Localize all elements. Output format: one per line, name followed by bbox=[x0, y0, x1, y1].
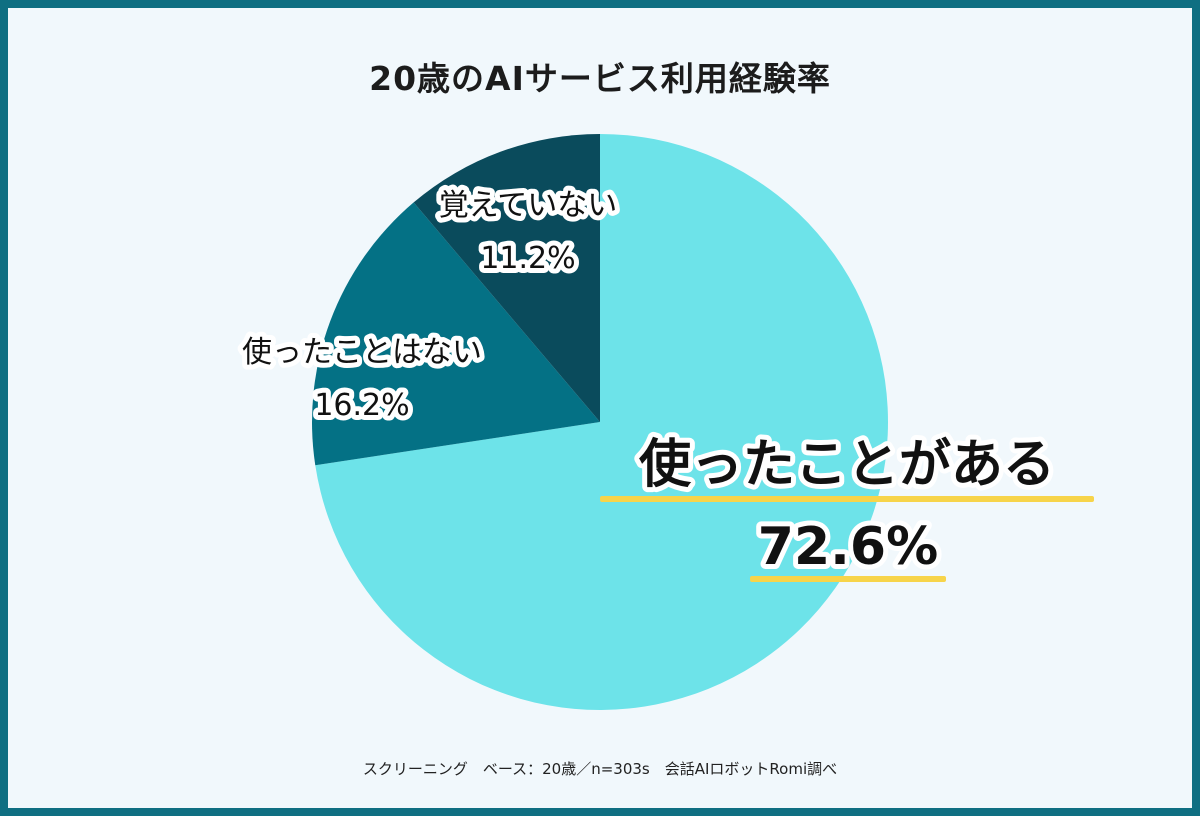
pie-labels: 覚えていない 11.2% 使ったことはない 16.2% 使ったことがある 72.… bbox=[237, 183, 1094, 582]
slice-value-not-remember: 11.2% bbox=[480, 241, 575, 276]
slice-value-used: 72.6% bbox=[758, 517, 938, 577]
chart-footnote: スクリーニング ベース：20歳／n=303s 会話AIロボットRomi調べ bbox=[362, 760, 838, 778]
pie-slices bbox=[312, 134, 889, 710]
slice-label-never-used: 使ったことはない bbox=[242, 335, 482, 370]
chart-title: 20歳のAIサービス利用経験率 bbox=[369, 59, 831, 98]
highlight-underline-label bbox=[600, 496, 1094, 502]
pie-slice-never-used bbox=[312, 202, 600, 466]
pie-slice-not-remember bbox=[413, 134, 600, 422]
slice-value-never-used: 16.2% bbox=[314, 388, 409, 423]
slice-label-not-remember: 覚えていない bbox=[439, 188, 618, 223]
highlight-underline-value bbox=[750, 576, 946, 582]
pie-slice-used bbox=[315, 134, 889, 710]
slice-label-used: 使ったことがある bbox=[638, 435, 1055, 495]
